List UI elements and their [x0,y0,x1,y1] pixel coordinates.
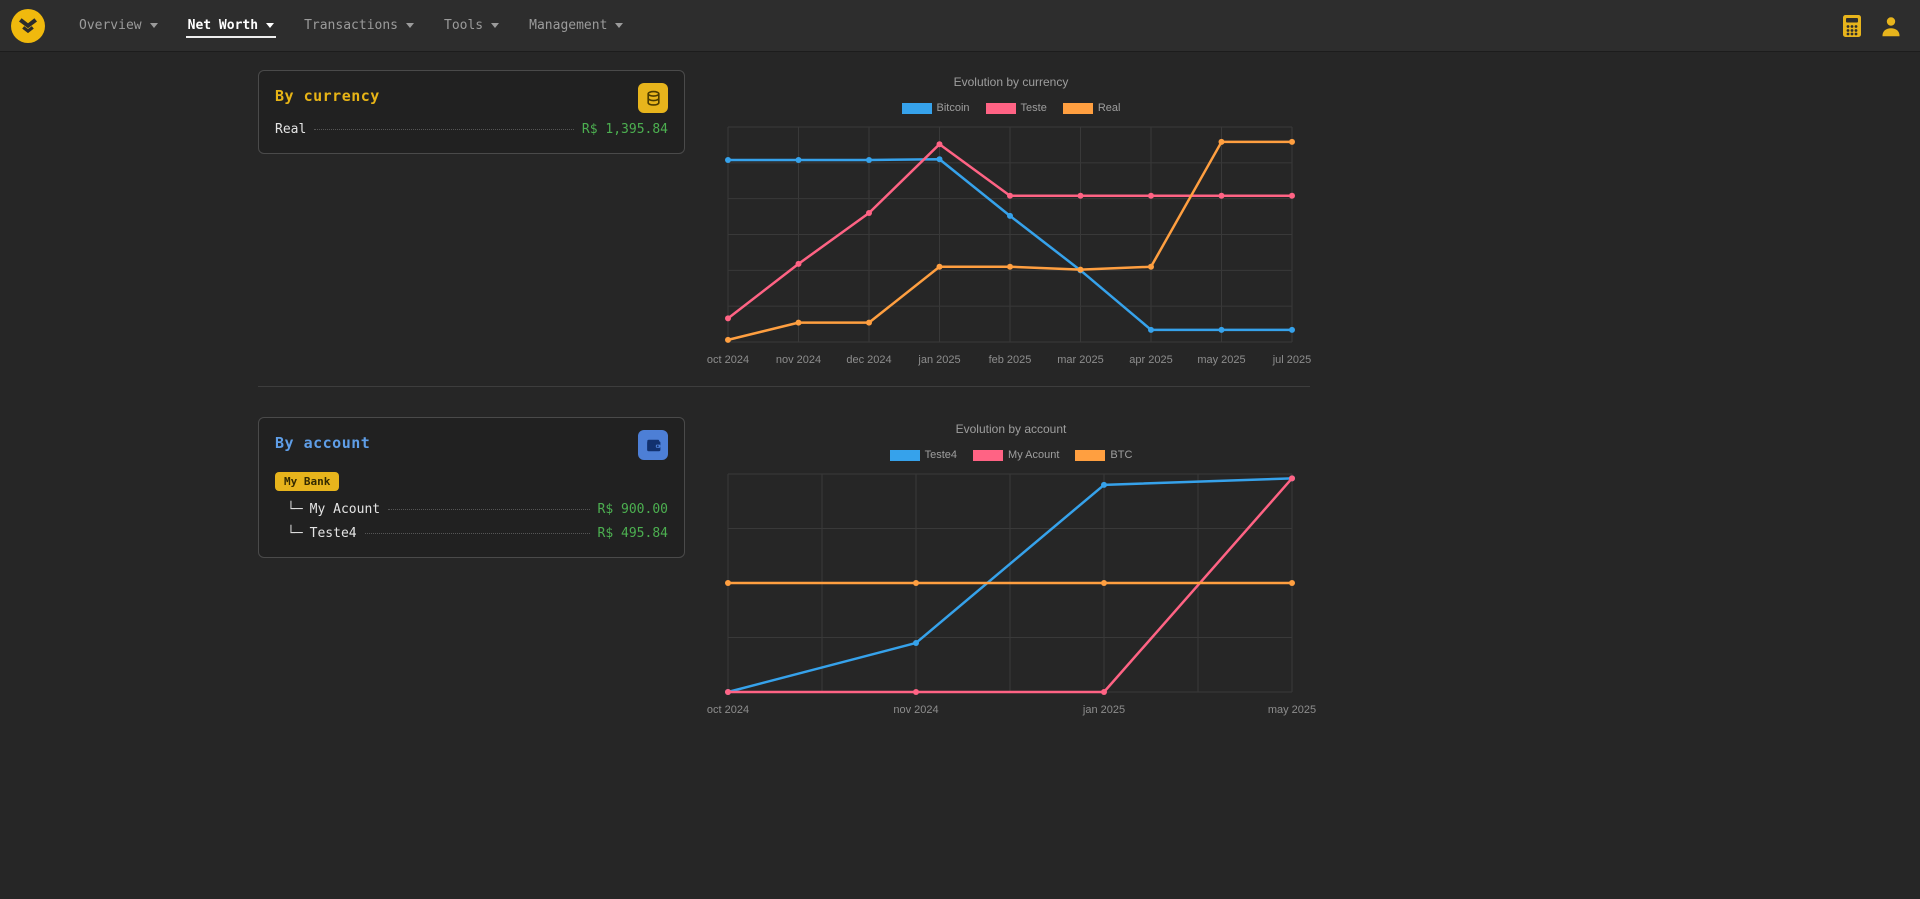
legend-item-bitcoin[interactable]: Bitcoin [901,102,970,114]
account-chart-legend: Teste4 My Acount BTC [712,449,1310,461]
legend-swatch [973,449,1004,461]
nav-item-transactions[interactable]: Transactions [302,13,416,38]
nav-label: Overview [79,18,142,33]
nav-label: Net Worth [187,18,259,33]
legend-item-my-acount[interactable]: My Acount [973,449,1059,461]
chevron-down-icon [615,23,624,28]
calculator-icon [1843,14,1861,37]
currency-chart[interactable]: oct 2024 nov 2024 dec 2024 jan 2025 feb 2025… [707,117,1312,372]
dotted-leader [314,129,574,130]
legend-label: Bitcoin [936,102,970,114]
chevron-down-icon [149,23,158,28]
coins-icon [646,90,660,106]
nav-label: Tools [444,18,484,33]
dotted-leader [388,509,590,510]
legend-label: My Acount [1008,449,1060,461]
nav-item-tools[interactable]: Tools [442,13,501,38]
account-card-button[interactable] [638,430,668,460]
legend-item-teste4[interactable]: Teste4 [889,449,958,461]
by-account-card: By account My Bank └─ My Acount R$ 900.0… [258,417,685,558]
svg-text:oct 2024: oct 2024 [707,704,749,716]
account-chart-block: Evolution by account Teste4 My Acount BTC … [707,417,1316,722]
main-navigation: Overview Net Worth Transactions Tools Ma… [64,0,638,51]
svg-text:jan 2025: jan 2025 [917,354,960,366]
account-label: Teste4 [309,526,357,541]
account-chart[interactable]: oct 2024 nov 2024 jan 2025 may 2025 [707,464,1316,722]
svg-text:jan 2025: jan 2025 [1082,704,1125,716]
legend-item-btc[interactable]: BTC [1075,449,1132,461]
user-profile-button[interactable] [1876,11,1906,41]
svg-text:oct 2024: oct 2024 [707,354,749,366]
currency-row: Real R$ 1,395.84 [275,122,668,137]
account-row: └─ My Acount R$ 900.00 [275,502,668,517]
currency-chart-title: Evolution by currency [953,75,1069,89]
dotted-leader [364,533,590,534]
user-icon [1882,16,1900,36]
legend-swatch [889,449,920,461]
section-divider [258,386,1310,387]
bank-group-badge: My Bank [275,472,340,491]
tree-branch-glyph: └─ [287,502,303,517]
nav-item-overview[interactable]: Overview [77,13,160,38]
svg-text:dec 2024: dec 2024 [846,354,891,366]
legend-label: Real [1097,102,1121,114]
svg-text:apr 2025: apr 2025 [1129,354,1172,366]
wallet-icon [646,439,660,451]
main-content: By currency Real R$ 1,395.84 [258,52,1316,722]
chevron-down-icon [266,23,275,28]
chevron-down-icon [491,23,500,28]
legend-item-teste[interactable]: Teste [985,102,1047,114]
app-logo[interactable] [10,8,46,44]
chevron-down-icon [406,23,414,28]
svg-text:nov 2024: nov 2024 [776,354,821,366]
legend-label: Teste4 [924,449,958,461]
nav-label: Management [529,18,608,33]
svg-text:may 2025: may 2025 [1268,704,1316,716]
svg-text:may 2025: may 2025 [1197,354,1245,366]
nav-label: Transactions [304,18,398,33]
currency-label: Real [275,122,307,137]
account-value: R$ 900.00 [597,502,668,517]
by-currency-card: By currency Real R$ 1,395.84 [258,70,685,154]
legend-swatch [901,102,932,114]
account-label: My Acount [309,502,381,517]
account-row: └─ Teste4 R$ 495.84 [275,526,668,541]
svg-text:nov 2024: nov 2024 [893,704,938,716]
currency-chart-block: Evolution by currency Bitcoin Teste Real o… [707,70,1312,372]
tree-branch-glyph: └─ [287,526,303,541]
nav-item-net-worth[interactable]: Net Worth [185,13,277,38]
account-value: R$ 495.84 [597,526,668,541]
legend-swatch [1075,449,1106,461]
currency-section: By currency Real R$ 1,395.84 [258,70,1312,372]
svg-text:feb 2025: feb 2025 [989,354,1032,366]
by-currency-title: By currency [275,87,380,105]
legend-swatch [985,102,1016,114]
svg-text:jul 2025: jul 2025 [1272,354,1312,366]
currency-card-button[interactable] [638,83,668,113]
legend-label: Teste [1020,102,1047,114]
account-section: By account My Bank └─ My Acount R$ 900.0… [258,417,1316,722]
legend-item-real[interactable]: Real [1062,102,1121,114]
currency-chart-legend: Bitcoin Teste Real [712,102,1310,114]
nav-item-management[interactable]: Management [527,13,625,38]
calculator-button[interactable] [1838,10,1866,42]
top-navbar: Overview Net Worth Transactions Tools Ma… [0,0,1920,52]
account-chart-title: Evolution by account [955,422,1067,436]
legend-swatch [1062,102,1093,114]
legend-label: BTC [1110,449,1133,461]
svg-text:mar 2025: mar 2025 [1057,354,1103,366]
by-account-title: By account [275,434,371,452]
currency-value: R$ 1,395.84 [581,122,668,137]
